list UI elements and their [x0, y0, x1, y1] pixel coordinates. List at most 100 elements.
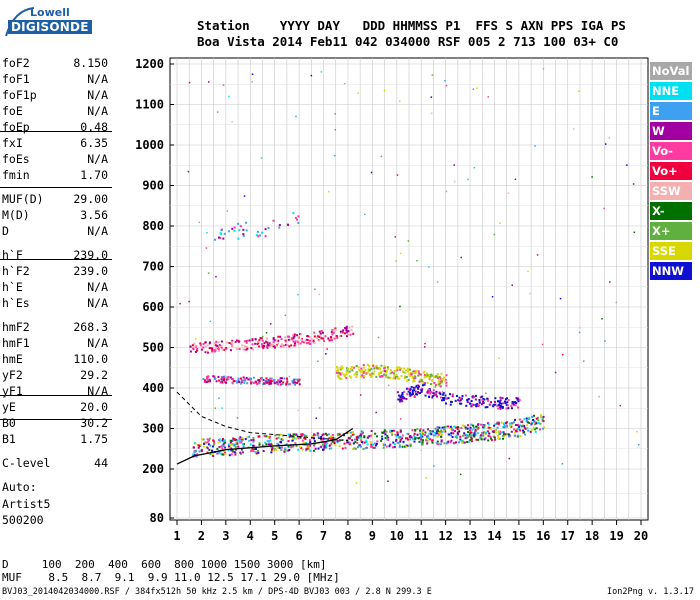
- data-point: [230, 453, 233, 456]
- data-point: [494, 438, 497, 441]
- data-point: [206, 441, 209, 444]
- data-point: [407, 387, 410, 390]
- data-point: [497, 434, 500, 437]
- data-point: [444, 425, 447, 428]
- data-point: [252, 376, 255, 379]
- data-point: [412, 376, 415, 379]
- data-point: [194, 450, 197, 453]
- param-value: N/A: [87, 88, 108, 102]
- data-point: [401, 391, 404, 394]
- data-point: [498, 404, 501, 407]
- data-point: [334, 328, 337, 331]
- data-point: [365, 439, 368, 442]
- data-point: [275, 448, 278, 451]
- data-point: [236, 442, 239, 445]
- data-point: [277, 436, 280, 439]
- param-label: hmF2: [2, 320, 30, 334]
- data-point: [235, 443, 238, 446]
- data-point: [267, 345, 270, 348]
- data-point: [334, 444, 337, 447]
- data-point: [317, 447, 320, 450]
- noise-point: [215, 275, 217, 278]
- data-point: [258, 380, 261, 383]
- data-point: [514, 404, 517, 407]
- data-point: [419, 429, 422, 432]
- data-point: [251, 339, 254, 342]
- data-point: [433, 393, 436, 396]
- logo-main-text: DIGISONDE: [8, 20, 92, 34]
- data-point: [385, 430, 388, 433]
- data-point: [492, 405, 495, 408]
- data-point: [494, 428, 497, 431]
- data-point: [535, 422, 538, 425]
- data-point: [425, 439, 428, 442]
- data-point: [444, 378, 447, 381]
- data-point: [206, 344, 209, 347]
- data-point: [299, 333, 302, 336]
- data-point: [200, 348, 203, 351]
- noise-point: [431, 74, 434, 76]
- data-point: [383, 373, 386, 376]
- data-point: [364, 371, 367, 374]
- data-point: [356, 442, 359, 445]
- data-point: [241, 448, 244, 451]
- data-point: [392, 446, 395, 449]
- data-point: [354, 447, 357, 450]
- data-point: [222, 443, 225, 446]
- data-point: [418, 440, 421, 443]
- data-point: [391, 429, 394, 432]
- data-point: [422, 439, 425, 442]
- data-point: [262, 346, 265, 349]
- data-point: [391, 432, 394, 435]
- data-point: [542, 420, 545, 423]
- data-point: [273, 379, 276, 382]
- data-point: [436, 375, 439, 378]
- data-point: [330, 442, 333, 445]
- param-row: B1 1.75: [2, 432, 108, 446]
- data-point: [497, 421, 500, 424]
- data-point: [409, 445, 412, 448]
- data-point: [451, 393, 454, 396]
- param-value: 29.2: [80, 368, 108, 382]
- data-point: [455, 436, 458, 439]
- data-point: [345, 370, 348, 373]
- data-point: [322, 448, 325, 451]
- data-point: [237, 237, 240, 240]
- x-tick-label: 11: [414, 529, 428, 543]
- data-point: [360, 445, 363, 448]
- data-point: [453, 430, 456, 433]
- data-point: [415, 369, 418, 372]
- data-point: [285, 383, 288, 386]
- noise-point: [297, 409, 299, 412]
- noise-point: [445, 190, 448, 193]
- data-point: [355, 436, 358, 439]
- data-point: [303, 437, 306, 440]
- param-value: N/A: [87, 336, 108, 350]
- data-point: [458, 441, 461, 444]
- data-point: [471, 403, 474, 406]
- data-point: [382, 431, 385, 434]
- data-point: [436, 430, 439, 433]
- data-point: [427, 434, 430, 437]
- data-point: [250, 380, 253, 383]
- data-point: [374, 432, 377, 435]
- data-point: [284, 339, 287, 342]
- data-point: [301, 448, 304, 451]
- data-point: [260, 376, 263, 379]
- noise-point: [318, 407, 321, 409]
- data-point: [502, 437, 505, 440]
- x-tick-label: 13: [463, 529, 477, 543]
- data-point: [500, 405, 503, 408]
- data-point: [375, 442, 378, 445]
- data-point: [308, 342, 311, 345]
- data-point: [348, 441, 351, 444]
- noise-point: [499, 222, 501, 224]
- data-point: [290, 344, 293, 347]
- y-tick-label: 1000: [135, 138, 164, 152]
- data-point: [248, 339, 251, 342]
- noise-point: [343, 82, 346, 85]
- data-point: [259, 234, 262, 237]
- data-point: [350, 328, 353, 331]
- data-point: [426, 382, 429, 385]
- param-label: D: [2, 224, 9, 238]
